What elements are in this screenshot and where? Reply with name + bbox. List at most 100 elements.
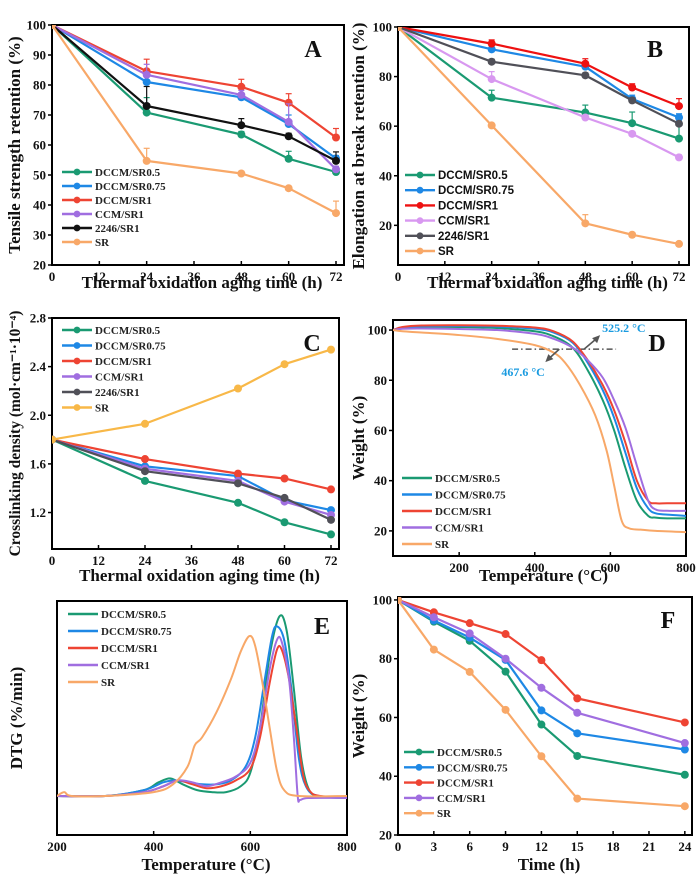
x-tick-label: 72 [325,553,338,568]
legend-label: DCCM/SR1 [95,356,152,368]
x-tick-label: 12 [535,839,548,854]
x-axis-title: Temperature (°C) [141,855,270,874]
legend-label: DCCM/SR0.75 [435,490,506,502]
y-tick-label: 2.4 [30,359,47,374]
data-point [284,132,293,141]
x-axis-title: Thermal oxidation aging time (h) [79,566,320,585]
data-point [327,530,335,539]
data-point [537,706,546,715]
panel-letter: C [303,331,320,357]
y-tick-label: 50 [33,168,46,183]
data-point [280,518,289,527]
plot-frame [397,596,693,836]
data-point [234,469,242,478]
data-point [327,515,335,524]
x-tick-label: 60 [278,553,291,568]
legend-label: DCCM/SR0.75 [95,181,166,193]
y-axis-title: Tensile strength retention (%) [5,36,24,253]
panel-d: 200 400 600 800 20 40 60 80 100 Temperature (°C) W… [349,319,696,585]
legend-item: DCCM/SR0.5 [62,167,161,179]
x-tick-label: 12 [92,553,105,568]
legend-marker [73,326,81,334]
arrow-head-icon [592,335,601,344]
y-tick-label: 30 [33,228,46,243]
legend-marker [73,210,81,218]
legend-label: DCCM/SR0.5 [435,473,501,485]
legend-marker [73,182,81,190]
panel-letter: D [648,331,665,357]
legend: DCCM/SR0.5 DCCM/SR0.75 DCCM/SR1 CCM/SR1 2246… [62,325,166,415]
x-tick-label: 800 [676,560,696,575]
x-tick-label: 200 [449,560,469,575]
data-point [487,57,496,66]
y-tick-label: 20 [379,828,392,843]
data-point [332,133,340,142]
legend-label: DCCM/SR0.75 [101,626,172,638]
legend-label: DCCM/SR1 [101,643,158,655]
legend-item: DCCM/SR0.75 [68,626,172,638]
data-point [465,629,474,638]
legend: DCCM/SR0.5 DCCM/SR0.75 DCCM/SR1 CCM/SR1 2246… [62,167,166,249]
y-tick-label: 1.2 [30,505,46,520]
series-group [398,597,689,811]
data-point [284,154,293,163]
y-tick-label: 2.0 [30,408,46,423]
x-tick-label: 36 [185,553,199,568]
y-tick-label: 60 [379,710,392,725]
y-tick-label: 90 [33,48,46,63]
data-point [501,654,510,663]
data-point [142,70,151,79]
legend-label: 2246/SR1 [95,223,140,235]
legend-label: DCCM/SR0.75 [437,762,508,774]
legend-item: DCCM/SR0.75 [405,185,515,197]
data-point [237,130,246,139]
data-point [573,751,582,760]
data-point [680,739,689,748]
data-point [675,134,683,143]
legend-item: DCCM/SR0.75 [62,341,166,353]
y-tick-label: 60 [33,138,46,153]
x-axis-title: Thermal oxidation aging time (h) [427,273,668,292]
series-group [52,345,335,539]
series-line-dccm-sr1 [52,438,332,491]
legend-item: 2246/SR1 [62,223,140,235]
legend-label: DCCM/SR1 [95,195,152,207]
x-tick-label: 72 [673,269,686,284]
x-tick-label: 600 [601,560,621,575]
data-point [581,113,590,122]
data-point [237,169,246,178]
data-point [680,718,689,727]
legend-item: DCCM/SR0.75 [402,490,506,502]
data-point [237,90,246,99]
y-tick-label: 2.8 [30,311,47,326]
data-point [234,498,242,507]
data-point [628,129,637,138]
panel-letter: F [661,608,676,634]
y-tick-label: 70 [33,108,46,123]
legend-label: DCCM/SR1 [437,778,494,790]
data-point [141,467,149,476]
y-tick-label: 40 [33,198,46,213]
data-point [501,705,510,714]
data-point [142,102,151,110]
plot-frame [56,600,348,836]
legend-label: DCCM/SR0.75 [438,185,515,197]
legend-item: DCCM/SR0.5 [405,170,508,182]
series-line-dccm-sr0-75 [393,325,686,517]
legend-marker [416,171,424,179]
x-tick-label: 12 [93,269,106,284]
y-axis-title: Crosslinking density (mol·cm⁻¹·10⁻⁴) [7,311,24,557]
series-group [398,27,683,248]
x-tick-label: 15 [571,839,585,854]
legend-marker [73,357,81,365]
data-point [280,360,289,369]
legend-label: CCM/SR1 [435,523,484,535]
legend-marker [415,748,423,756]
x-tick-label: 48 [579,269,593,284]
x-tick-label: 60 [626,269,639,284]
legend-marker [73,404,81,411]
x-tick-label: 6 [466,839,473,854]
data-point [284,184,293,193]
legend-label: CCM/SR1 [438,216,490,228]
